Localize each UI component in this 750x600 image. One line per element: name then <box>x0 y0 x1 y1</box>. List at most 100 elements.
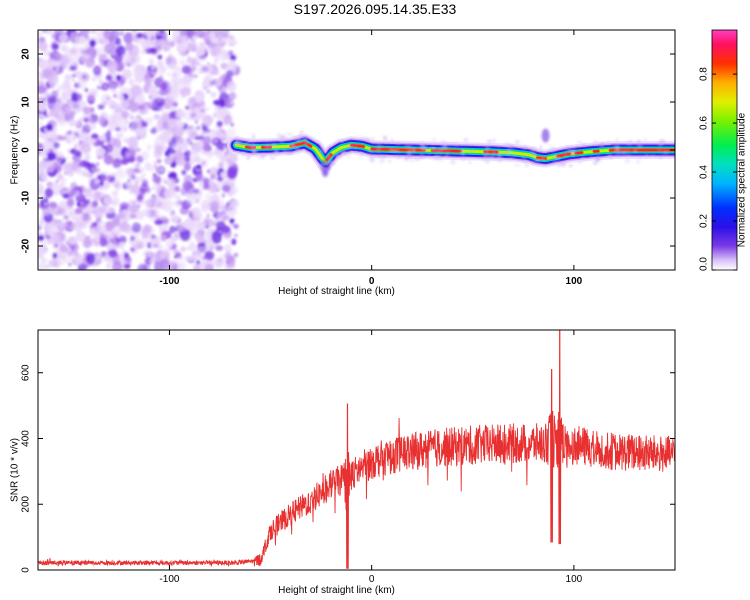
halo-blob <box>620 151 627 155</box>
halo-blob <box>316 156 320 160</box>
halo-blob <box>444 154 449 158</box>
y-axis-label: SNR (10 * v/v) <box>10 438 21 502</box>
noise-blob <box>202 114 213 127</box>
noise-blob <box>233 252 239 258</box>
noise-blob <box>132 243 139 250</box>
noise-blob <box>135 94 145 105</box>
noise-blob <box>90 30 96 34</box>
noise-blob <box>158 127 162 132</box>
colorbar-tick-label: 0.0 <box>699 257 710 271</box>
halo-blob <box>590 155 594 158</box>
noise-blob <box>95 147 106 157</box>
halo-blob <box>294 147 301 152</box>
noise-blob <box>122 249 127 254</box>
halo-blob <box>628 139 633 144</box>
noise-blob <box>231 238 237 245</box>
noise-blob <box>165 56 173 65</box>
noise-blob <box>95 254 103 261</box>
halo-blob <box>270 143 277 148</box>
noise-blob <box>161 218 170 224</box>
noise-blob <box>202 56 207 62</box>
noise-blob <box>171 218 179 224</box>
noise-blob <box>56 160 61 166</box>
noise-blob <box>207 245 214 252</box>
noise-blob <box>38 261 48 270</box>
noise-blob <box>111 190 119 197</box>
noise-blob <box>86 252 96 265</box>
noise-blob <box>153 160 157 166</box>
noise-blob <box>153 114 161 120</box>
halo-blob <box>529 147 536 151</box>
noise-blob <box>120 224 132 232</box>
noise-blob <box>70 49 77 56</box>
noise-blob <box>175 120 185 128</box>
snr-frame <box>37 329 676 571</box>
halo-blob <box>463 138 468 143</box>
noise-blob <box>42 140 54 150</box>
noise-blob <box>175 195 182 200</box>
noise-blob <box>174 255 178 259</box>
ridge-peak-red <box>574 151 583 155</box>
noise-blob <box>178 114 182 117</box>
halo-blob <box>482 158 487 162</box>
halo-blob <box>614 144 620 149</box>
x-axis-label: Height of straight line (km) <box>278 286 395 297</box>
noise-blob <box>146 69 153 76</box>
noise-blob <box>75 35 84 45</box>
halo-blob <box>513 164 521 167</box>
noise-blob <box>144 249 151 255</box>
halo-blob <box>489 155 496 160</box>
noise-blob <box>204 250 215 260</box>
noise-blob <box>210 39 215 44</box>
noise-blob <box>98 79 104 86</box>
halo-blob <box>247 137 251 143</box>
noise-blob <box>181 65 191 74</box>
noise-blob <box>212 128 217 134</box>
halo-blob <box>252 149 256 154</box>
noise-blob <box>59 243 68 253</box>
noise-blob <box>196 125 201 131</box>
halo-blob <box>497 149 501 153</box>
halo-blob <box>256 145 261 148</box>
noise-blob <box>140 199 147 205</box>
noise-blob <box>104 221 116 232</box>
halo-blob <box>388 160 392 163</box>
noise-blob <box>142 251 147 256</box>
noise-blob <box>42 30 48 33</box>
noise-blob <box>161 113 171 123</box>
noise-blob <box>54 52 63 59</box>
halo-blob <box>552 160 558 164</box>
halo-blob <box>485 148 488 152</box>
halo-blob <box>468 160 471 165</box>
x-tick-label: -100 <box>159 276 179 287</box>
noise-blob <box>228 239 232 243</box>
colorbar-label: Normalized spectral amplitude <box>737 112 748 247</box>
halo-blob <box>523 144 526 148</box>
halo-blob <box>446 150 449 155</box>
noise-blob <box>162 121 170 130</box>
noise-blob <box>97 204 107 215</box>
halo-blob <box>460 149 465 152</box>
halo-blob <box>636 160 640 164</box>
noise-blob <box>214 260 223 268</box>
halo-blob <box>384 154 387 158</box>
noise-blob <box>213 59 219 64</box>
noise-blob <box>52 241 60 248</box>
noise-blob <box>170 235 178 242</box>
noise-blob <box>38 41 48 51</box>
noise-blob <box>156 243 162 249</box>
noise-blob <box>141 150 150 161</box>
noise-blob <box>136 201 141 205</box>
noise-blob <box>41 97 46 102</box>
noise-blob <box>187 42 192 47</box>
halo-blob <box>347 144 353 150</box>
noise-blob <box>38 235 45 241</box>
halo-blob <box>649 155 656 158</box>
noise-blob <box>38 161 47 173</box>
halo-blob <box>250 143 256 149</box>
halo-blob <box>273 150 278 155</box>
noise-blob <box>73 253 84 265</box>
halo-blob <box>339 152 346 156</box>
noise-blob <box>160 82 168 91</box>
noise-blob <box>111 261 123 270</box>
